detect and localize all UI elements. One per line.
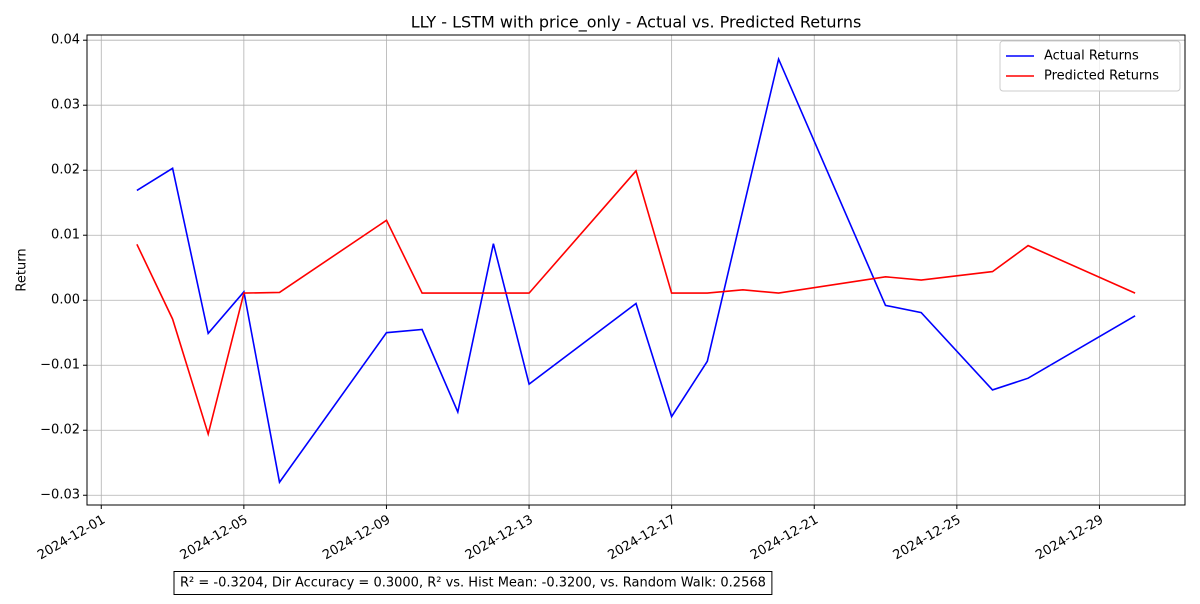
y-tick-label: −0.03 [40,488,80,503]
x-tick-label: 2024-12-21 [748,513,821,564]
plot-frame [86,34,1186,506]
y-axis-label: Return [15,248,30,291]
data-line [136,56,1136,485]
x-tick-label: 2024-12-25 [891,513,964,564]
y-tick-label: 0.00 [51,293,80,308]
x-tick-label: 2024-12-13 [463,513,536,564]
chart-title: LLY - LSTM with price_only - Actual vs. … [411,13,862,33]
y-tick-label: 0.03 [51,98,80,113]
legend-label: Predicted Returns [1044,69,1159,84]
y-tick-label: 0.01 [51,228,80,243]
y-tick-label: 0.02 [51,163,80,178]
x-tick-label: 2024-12-01 [35,513,108,564]
y-tick-label: −0.01 [40,358,80,373]
x-tick-label: 2024-12-05 [178,513,251,564]
annotation: R² = -0.3204, Dir Accuracy = 0.3000, R² … [180,576,766,591]
y-tick-label: −0.02 [40,423,80,438]
y-tick-label: 0.04 [51,33,80,48]
legend-box [999,40,1181,92]
annotation-box [173,571,773,595]
data-line [136,169,1136,438]
legend-label: Actual Returns [1044,49,1139,64]
x-tick-label: 2024-12-17 [605,513,678,564]
x-tick-label: 2024-12-29 [1033,513,1106,564]
x-tick-label: 2024-12-09 [320,513,393,564]
